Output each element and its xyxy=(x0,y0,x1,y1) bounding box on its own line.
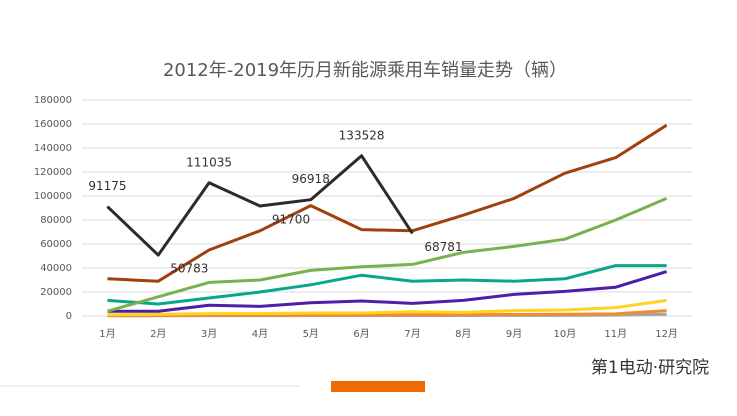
y-tick-label: 40000 xyxy=(40,263,72,274)
x-tick-label: 12月 xyxy=(655,328,678,340)
x-tick-label: 9月 xyxy=(506,328,522,340)
y-tick-label: 120000 xyxy=(34,167,72,178)
chart-title: 2012年-2019年历月新能源乘用车销量走势（辆） xyxy=(163,60,567,81)
y-tick-label: 80000 xyxy=(40,215,72,226)
data-label: 68781 xyxy=(424,240,462,254)
x-tick-label: 6月 xyxy=(353,328,369,340)
line-series xyxy=(107,270,668,313)
y-tick-label: 160000 xyxy=(34,119,72,130)
data-label: 91700 xyxy=(272,212,310,226)
line-series xyxy=(107,298,667,317)
data-label: 50783 xyxy=(170,262,208,276)
line-series xyxy=(107,264,667,306)
data-label: 96918 xyxy=(292,172,330,186)
x-tick-label: 1月 xyxy=(99,328,115,340)
footer-bar xyxy=(331,381,425,392)
data-label: 111035 xyxy=(186,155,232,169)
line-series xyxy=(106,154,414,257)
y-tick-label: 20000 xyxy=(40,287,72,298)
y-tick-label: 60000 xyxy=(40,239,72,250)
x-tick-label: 10月 xyxy=(554,328,577,340)
y-tick-label: 0 xyxy=(66,311,72,322)
x-tick-label: 3月 xyxy=(201,328,217,340)
x-tick-label: 11月 xyxy=(604,328,627,340)
line-series xyxy=(107,197,668,313)
y-tick-label: 180000 xyxy=(34,95,72,106)
x-tick-label: 2月 xyxy=(150,328,166,340)
x-tick-label: 4月 xyxy=(252,328,268,340)
x-tick-label: 8月 xyxy=(455,328,471,340)
data-label: 91175 xyxy=(88,179,126,193)
x-tick-label: 7月 xyxy=(404,328,420,340)
line-series xyxy=(107,123,668,283)
data-label: 133528 xyxy=(339,128,385,142)
y-tick-label: 140000 xyxy=(34,143,72,154)
brand: 第1电动·研究院 xyxy=(591,358,709,378)
line-series xyxy=(107,309,667,318)
x-tick-label: 5月 xyxy=(303,328,319,340)
y-tick-label: 100000 xyxy=(34,191,72,202)
